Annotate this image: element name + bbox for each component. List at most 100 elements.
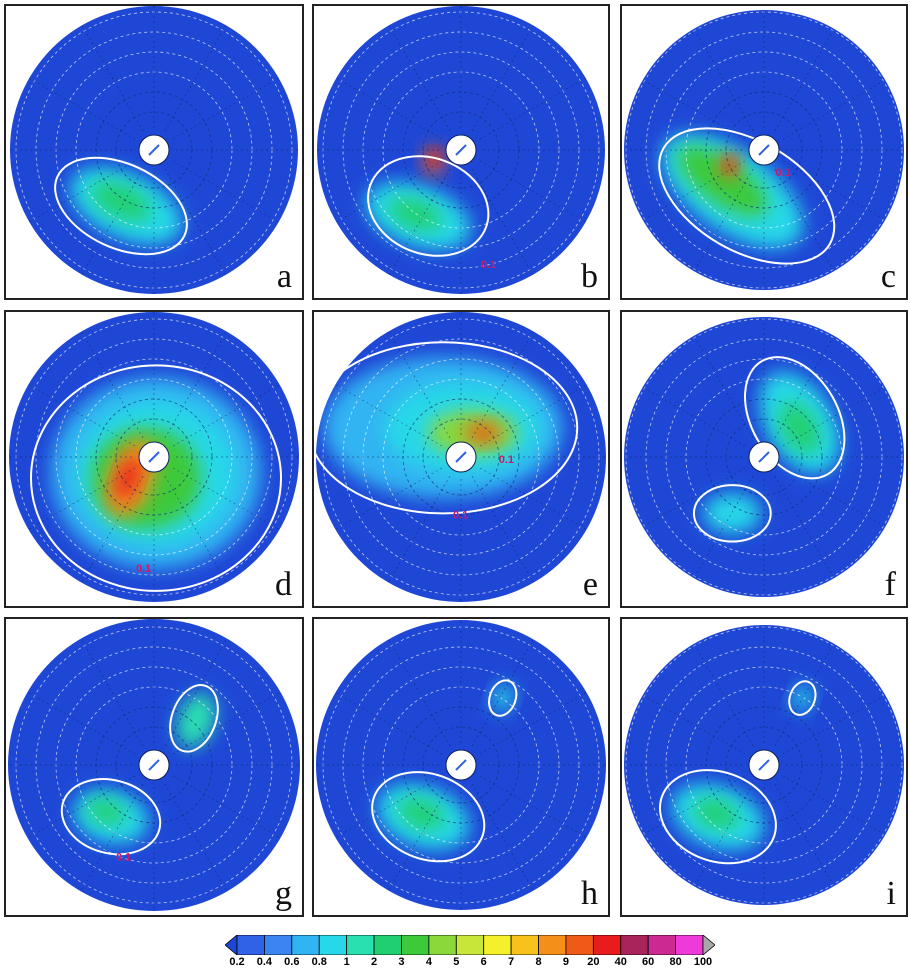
panel-b: 0.1 b <box>312 4 610 300</box>
panel-i: i <box>620 617 908 917</box>
contour-line <box>30 364 282 592</box>
panel-label: f <box>884 566 896 603</box>
panel-label: h <box>581 875 598 912</box>
intensity-region <box>725 158 736 170</box>
colorbar-tick-label: 0.2 <box>229 956 245 968</box>
panel-label: d <box>275 566 292 603</box>
colorbar-segment <box>455 935 485 955</box>
intensity-region <box>398 797 445 830</box>
colorbar-tick-label: 4 <box>425 956 432 968</box>
colorbar-tick-label: 7 <box>508 956 515 968</box>
colorbar-tick-label: 9 <box>562 956 569 968</box>
contour-label: 0.1 <box>481 259 496 271</box>
intensity-region <box>176 692 216 748</box>
intensity-region <box>91 181 151 221</box>
panel-h: h <box>312 617 610 917</box>
colorbar-tick-label: 100 <box>693 956 713 968</box>
colorbar-tick-label: 80 <box>669 956 682 968</box>
panel-label: i <box>886 875 896 912</box>
panel-label: a <box>276 258 292 295</box>
contour-line <box>316 341 579 515</box>
colorbar-segment <box>236 935 265 955</box>
colorbar-segment <box>647 935 676 955</box>
panel-g: 0.1 g <box>4 617 304 917</box>
polar-plot-b: 0.1 <box>317 6 605 294</box>
polar-plot-e: 0.1 0.1 <box>316 312 606 602</box>
colorbar-tick-label: 2 <box>370 956 378 968</box>
contour-label: 0.1 <box>116 851 131 863</box>
polar-plot-f <box>624 317 904 597</box>
contour-line <box>488 679 518 717</box>
colorbar-segment <box>565 935 594 955</box>
intensity-region <box>492 684 514 712</box>
contour-label: 0.1 <box>776 167 791 179</box>
colorbar-tick-label: 0.8 <box>311 956 327 968</box>
polar-plot-c: 0.1 <box>624 10 904 290</box>
intensity-region <box>677 145 768 217</box>
colorbar-tick-label: 0.6 <box>284 956 300 968</box>
polar-plot-h <box>316 620 606 910</box>
colorbar <box>225 935 715 955</box>
panel-label: g <box>275 875 292 912</box>
colorbar-arrow-low <box>225 935 238 955</box>
colorbar-segment <box>428 935 457 955</box>
colorbar-segment <box>483 935 512 955</box>
intensity-region <box>778 401 821 454</box>
polar-plot-d: 0.1 <box>9 312 299 602</box>
intensity-region <box>388 197 442 231</box>
direction-arrow <box>148 144 160 156</box>
colorbar-tick-label: 40 <box>614 956 627 968</box>
colorbar-tick-label: 8 <box>535 956 542 968</box>
colorbar-segment <box>318 935 348 955</box>
direction-arrow <box>148 759 160 771</box>
panel-d: 0.1 d <box>4 310 304 608</box>
polar-plot-i <box>624 625 904 905</box>
polar-plot-g: 0.1 <box>8 619 300 911</box>
colorbar-segment <box>291 935 320 955</box>
contour-line <box>60 778 162 856</box>
direction-arrow <box>455 451 467 463</box>
colorbar-tick-label: 1 <box>343 956 350 968</box>
contour-line <box>371 771 486 863</box>
contour-label: 0.1 <box>136 563 151 575</box>
panel-label: e <box>582 566 598 603</box>
colorbar-tick-label: 3 <box>398 956 405 968</box>
contour-line <box>367 155 490 257</box>
panel-c: 0.1 c <box>620 4 908 300</box>
polar-plot-a <box>10 6 298 294</box>
colorbar-tick-label: 0.4 <box>256 956 273 968</box>
intensity-region <box>115 457 141 500</box>
colorbar-segment <box>346 935 375 955</box>
panel-f: f <box>620 310 908 608</box>
colorbar-tick-label: 60 <box>642 956 655 968</box>
direction-arrow <box>758 451 770 463</box>
contour-line <box>54 156 188 256</box>
intensity-region <box>693 798 739 830</box>
intensity-region <box>430 150 441 162</box>
colorbar-tick-label: 5 <box>453 956 460 968</box>
panel-a: a <box>4 4 304 300</box>
colorbar-arrow-high <box>702 935 715 955</box>
colorbar-segment <box>401 935 430 955</box>
intensity-region <box>464 422 501 443</box>
direction-arrow <box>148 451 160 463</box>
panel-e: 0.1 0.1 e <box>312 310 610 608</box>
contour-line <box>788 680 817 716</box>
colorbar-segment <box>675 935 704 955</box>
colorbar-segment <box>510 935 539 955</box>
contour-line <box>692 484 772 543</box>
panel-label: c <box>880 258 896 295</box>
intensity-region <box>86 798 126 825</box>
contour-line <box>659 769 777 865</box>
panel-label: b <box>581 258 598 295</box>
intensity-region <box>703 493 762 534</box>
direction-arrow <box>758 144 770 156</box>
colorbar-segment <box>620 935 649 955</box>
colorbar-segment <box>264 935 293 955</box>
colorbar-segment <box>373 935 402 955</box>
contour-line <box>744 356 846 480</box>
colorbar-segment <box>592 935 622 955</box>
contour-label: 0.1 <box>453 509 468 521</box>
direction-arrow <box>455 759 467 771</box>
